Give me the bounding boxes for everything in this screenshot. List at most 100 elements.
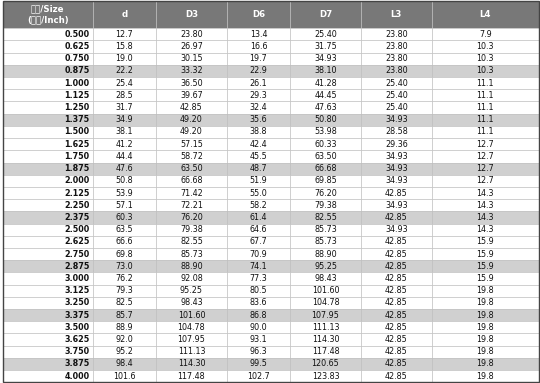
- Bar: [361, 236, 431, 248]
- Bar: [361, 138, 431, 150]
- Bar: [431, 236, 539, 248]
- Bar: [156, 285, 227, 297]
- Bar: [93, 345, 156, 358]
- Text: 70.9: 70.9: [249, 250, 267, 259]
- Text: 83.6: 83.6: [249, 298, 267, 308]
- Bar: [290, 89, 361, 101]
- Bar: [156, 370, 227, 382]
- Text: 22.9: 22.9: [249, 67, 267, 75]
- Text: 1.250: 1.250: [64, 103, 90, 112]
- Text: 19.8: 19.8: [476, 323, 494, 332]
- Text: 73.0: 73.0: [116, 262, 133, 271]
- Text: 12.7: 12.7: [476, 140, 494, 149]
- Bar: [361, 1, 431, 28]
- Text: 14.3: 14.3: [476, 225, 494, 234]
- Bar: [156, 175, 227, 187]
- Bar: [156, 126, 227, 138]
- Text: 117.48: 117.48: [178, 372, 205, 381]
- Bar: [361, 114, 431, 126]
- Bar: [431, 126, 539, 138]
- Text: 11.1: 11.1: [476, 91, 494, 100]
- Text: 48.7: 48.7: [249, 164, 267, 173]
- Text: 19.8: 19.8: [476, 372, 494, 381]
- Bar: [156, 101, 227, 114]
- Text: 69.8: 69.8: [116, 250, 133, 259]
- Bar: [3, 345, 93, 358]
- Text: 3.250: 3.250: [64, 298, 90, 308]
- Text: 63.5: 63.5: [116, 225, 133, 234]
- Text: 57.15: 57.15: [180, 140, 203, 149]
- Text: 15.9: 15.9: [476, 250, 494, 259]
- Bar: [156, 114, 227, 126]
- Text: 34.93: 34.93: [314, 54, 337, 63]
- Bar: [93, 285, 156, 297]
- Text: 19.8: 19.8: [476, 359, 494, 368]
- Bar: [3, 224, 93, 236]
- Bar: [290, 248, 361, 260]
- Text: 31.7: 31.7: [116, 103, 133, 112]
- Bar: [431, 175, 539, 187]
- Bar: [3, 211, 93, 224]
- Text: 25.40: 25.40: [385, 79, 408, 88]
- Text: 76.20: 76.20: [314, 188, 337, 198]
- Bar: [431, 334, 539, 345]
- Text: 79.3: 79.3: [116, 286, 133, 295]
- Text: 111.13: 111.13: [312, 323, 339, 332]
- Bar: [361, 199, 431, 211]
- Bar: [227, 65, 290, 77]
- Text: 53.9: 53.9: [116, 188, 133, 198]
- Text: 92.08: 92.08: [180, 274, 203, 283]
- Bar: [3, 52, 93, 65]
- Text: 2.625: 2.625: [64, 237, 90, 246]
- Bar: [431, 52, 539, 65]
- Text: 49.20: 49.20: [180, 128, 203, 136]
- Bar: [3, 150, 93, 162]
- Text: 47.6: 47.6: [116, 164, 133, 173]
- Bar: [227, 41, 290, 52]
- Bar: [93, 114, 156, 126]
- Bar: [156, 345, 227, 358]
- Bar: [93, 41, 156, 52]
- Bar: [431, 358, 539, 370]
- Bar: [290, 272, 361, 285]
- Text: 76.20: 76.20: [180, 213, 203, 222]
- Bar: [93, 162, 156, 175]
- Bar: [3, 77, 93, 89]
- Bar: [93, 101, 156, 114]
- Text: 38.1: 38.1: [116, 128, 133, 136]
- Bar: [290, 345, 361, 358]
- Bar: [361, 101, 431, 114]
- Text: 3.500: 3.500: [64, 323, 90, 332]
- Text: 98.43: 98.43: [314, 274, 337, 283]
- Text: 50.8: 50.8: [116, 176, 133, 185]
- Text: 35.6: 35.6: [249, 115, 267, 124]
- Bar: [93, 65, 156, 77]
- Text: 42.85: 42.85: [385, 262, 408, 271]
- Text: 88.9: 88.9: [116, 323, 133, 332]
- Text: 2.500: 2.500: [64, 225, 90, 234]
- Text: D3: D3: [185, 10, 198, 19]
- Text: 42.4: 42.4: [249, 140, 267, 149]
- Text: 2.875: 2.875: [64, 262, 90, 271]
- Text: 1.875: 1.875: [64, 164, 90, 173]
- Text: 77.3: 77.3: [249, 274, 267, 283]
- Text: 1.500: 1.500: [64, 128, 90, 136]
- Text: 96.3: 96.3: [249, 347, 267, 356]
- Text: 67.7: 67.7: [249, 237, 267, 246]
- Bar: [93, 236, 156, 248]
- Bar: [361, 224, 431, 236]
- Text: 26.97: 26.97: [180, 42, 203, 51]
- Text: 34.93: 34.93: [385, 225, 408, 234]
- Bar: [361, 334, 431, 345]
- Text: 41.2: 41.2: [116, 140, 133, 149]
- Bar: [3, 1, 93, 28]
- Bar: [93, 248, 156, 260]
- Bar: [156, 321, 227, 334]
- Text: 10.3: 10.3: [476, 67, 494, 75]
- Bar: [156, 211, 227, 224]
- Bar: [290, 28, 361, 41]
- Bar: [156, 236, 227, 248]
- Bar: [290, 52, 361, 65]
- Bar: [290, 138, 361, 150]
- Bar: [227, 150, 290, 162]
